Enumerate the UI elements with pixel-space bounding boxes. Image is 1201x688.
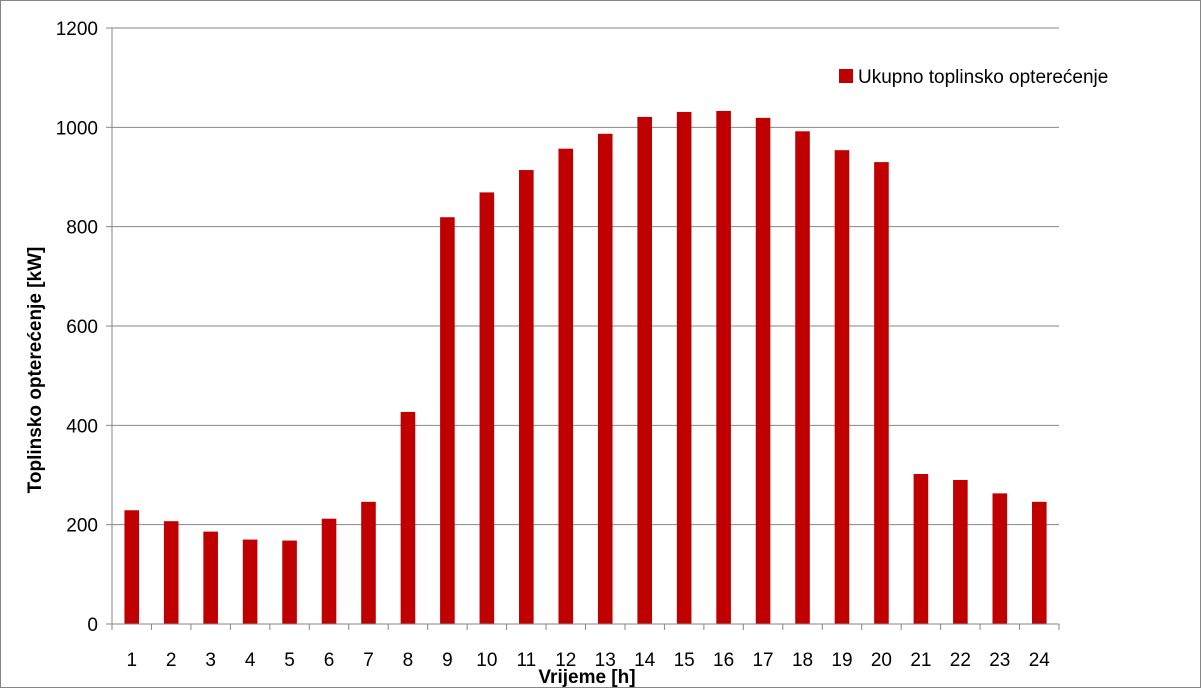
x-tick-label: 18 [792, 650, 813, 671]
x-tick-label: 2 [166, 650, 177, 671]
bar [992, 493, 1008, 624]
bar [440, 217, 455, 625]
x-tick-label: 21 [910, 650, 931, 671]
bar [558, 148, 574, 624]
x-tick-label: 4 [245, 650, 256, 671]
bar [953, 479, 968, 624]
y-tick-label: 1000 [56, 118, 98, 139]
x-tick-label: 8 [403, 650, 414, 671]
bar [242, 539, 258, 624]
x-tick-label: 17 [752, 650, 773, 671]
x-tick-label: 5 [284, 650, 295, 671]
x-tick-label: 19 [831, 650, 852, 671]
x-tick-label: 6 [324, 650, 335, 671]
y-tick-label: 1200 [56, 19, 98, 40]
x-axis-title: Vrijeme [h] [538, 667, 635, 688]
y-axis-title: Toplinsko opterećenje [kW] [25, 247, 46, 494]
bar [795, 131, 810, 624]
bar [637, 116, 652, 625]
x-tick-label: 22 [950, 650, 971, 671]
bar [913, 474, 929, 624]
bar [716, 110, 731, 624]
bar [479, 192, 495, 624]
x-tick-label: 14 [634, 650, 656, 671]
y-tick-label: 400 [66, 416, 98, 437]
bar [163, 521, 179, 624]
y-tick-label: 600 [66, 317, 98, 338]
x-tick-label: 7 [363, 650, 374, 671]
legend-swatch [839, 69, 853, 83]
x-tick-label: 15 [674, 650, 695, 671]
x-tick-label: 20 [871, 650, 892, 671]
bar [834, 150, 850, 624]
bar [597, 133, 613, 625]
x-tick-label: 11 [516, 650, 536, 671]
bars [124, 110, 1047, 625]
legend-label: Ukupno toplinsko opterećenje [858, 67, 1108, 88]
gridlines [112, 27, 1059, 526]
x-tick-label: 1 [126, 650, 137, 671]
legend: Ukupno toplinsko opterećenje [839, 67, 1108, 88]
x-tick-label: 13 [595, 650, 616, 671]
bar [874, 162, 889, 624]
x-tick-label: 12 [555, 650, 576, 671]
bar [321, 518, 337, 624]
x-tick-label: 24 [1029, 650, 1051, 671]
bar [124, 510, 140, 624]
bar [282, 540, 297, 624]
y-tick-label: 0 [87, 615, 98, 636]
bar [519, 170, 534, 624]
bar [676, 111, 692, 625]
bar [755, 117, 771, 624]
x-tick-label: 3 [205, 650, 216, 671]
x-tick-label: 16 [713, 650, 734, 671]
bar [203, 531, 218, 624]
bar [1031, 501, 1047, 624]
bar [400, 411, 416, 624]
x-tick-labels: 1 2 3 4 5 6 7 8 9 10 11 12 13 14 15 16 17 18 19 20 21 22 23 24 [126, 650, 1050, 671]
y-tick-label: 200 [66, 516, 98, 537]
x-tick-label: 23 [989, 650, 1010, 671]
x-tick-label: 9 [442, 650, 453, 671]
y-tick-labels: 0 200 400 600 800 1000 1200 [56, 19, 98, 636]
bar [361, 501, 376, 624]
x-tick-label: 10 [476, 650, 497, 671]
y-tick-label: 800 [66, 218, 98, 239]
axes [106, 27, 1060, 630]
